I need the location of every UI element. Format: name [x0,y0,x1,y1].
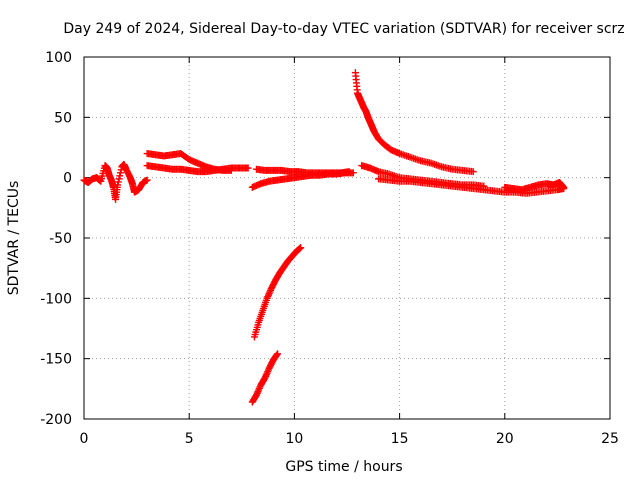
y-axis-label: SDTVAR / TECUs [6,181,22,296]
x-tick-label: 20 [496,431,514,447]
data-point [143,176,151,184]
data-point [560,183,568,191]
x-tick-label: 25 [601,431,619,447]
data-point [264,368,272,376]
x-axis-label: GPS time / hours [285,459,402,475]
x-tick-label: 10 [285,431,303,447]
data-point [244,164,252,172]
data-point [558,182,566,190]
grid-layer [84,57,610,419]
series-mid-band-rising [248,169,357,191]
series-descent-lower [248,350,282,406]
data-point [264,293,272,301]
data-point [261,374,269,382]
y-tick-label: -200 [40,412,72,428]
series-baseline-left [143,162,252,176]
y-tick-label: 0 [63,171,72,187]
y-tick-label: -50 [49,231,72,247]
series-spike-decay [351,69,477,176]
series-descent-upper [250,244,305,341]
data-layer [80,69,568,406]
data-point [254,388,262,396]
data-point [266,288,274,296]
y-tick-label: -100 [40,291,72,307]
chart-title: Day 249 of 2024, Sidereal Day-to-day VTE… [63,21,624,37]
data-point [262,372,270,380]
data-point [255,384,263,392]
data-point [253,389,261,397]
tick-layer: 0 5 10 15 20 25 -200 -150 -100 -50 0 50 100 [40,50,619,447]
data-point [273,351,281,359]
x-tick-label: 15 [391,431,409,447]
data-point [559,183,567,191]
data-point [253,391,261,399]
x-tick-label: 5 [185,431,194,447]
data-point [469,168,477,176]
data-point [265,290,273,298]
data-point [264,291,272,299]
data-point [263,294,271,302]
y-tick-label: 50 [54,110,72,126]
data-point [255,386,263,394]
x-tick-label: 0 [80,431,89,447]
series-late-right-scatter [501,178,568,194]
plot-frame [83,56,611,420]
series-early-scatter [80,160,151,203]
data-point [263,369,271,377]
data-point [349,169,357,177]
data-point [274,350,282,358]
y-tick-label: 100 [45,50,72,66]
data-point [297,244,305,252]
y-tick-label: -150 [40,352,72,368]
data-point [262,371,270,379]
